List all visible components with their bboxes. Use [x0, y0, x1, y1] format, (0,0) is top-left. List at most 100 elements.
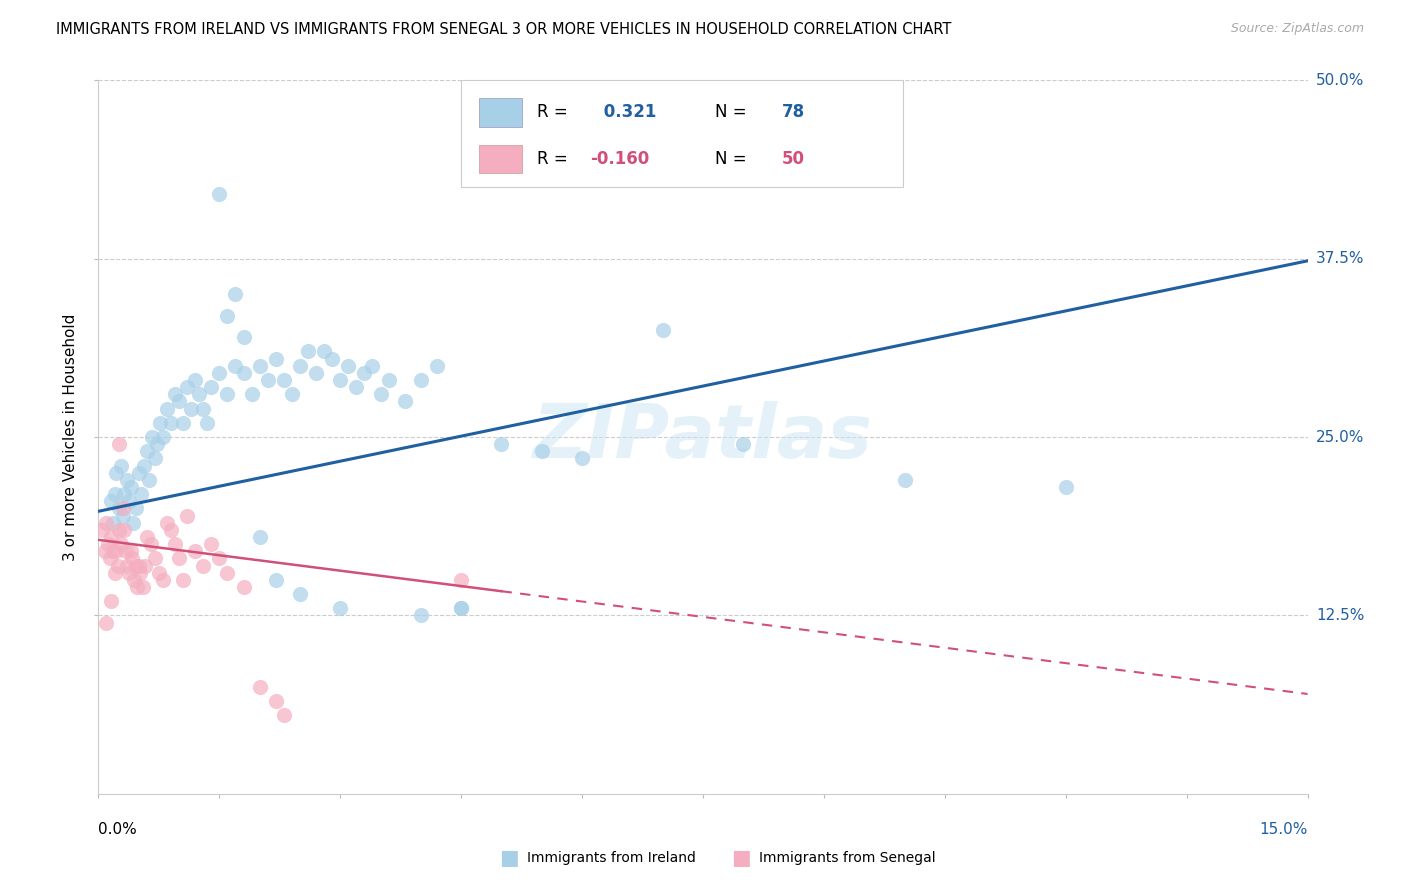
- Point: [156, 516, 179, 530]
- Point: [108, 523, 131, 537]
- Text: 12.5%: 12.5%: [1316, 608, 1364, 623]
- FancyBboxPatch shape: [461, 80, 903, 187]
- Text: IMMIGRANTS FROM IRELAND VS IMMIGRANTS FROM SENEGAL 3 OR MORE VEHICLES IN HOUSEHO: IMMIGRANTS FROM IRELAND VS IMMIGRANTS FR…: [56, 22, 952, 37]
- Text: Immigrants from Senegal: Immigrants from Senegal: [759, 851, 936, 865]
- Point: [105, 544, 128, 558]
- Point: [114, 544, 136, 558]
- Point: [110, 458, 132, 473]
- Point: [353, 366, 375, 380]
- Point: [450, 601, 472, 615]
- FancyBboxPatch shape: [479, 98, 522, 127]
- Point: [240, 387, 263, 401]
- Point: [138, 473, 160, 487]
- Point: [96, 615, 118, 630]
- Point: [152, 430, 174, 444]
- Point: [160, 523, 183, 537]
- Point: [148, 566, 170, 580]
- Point: [103, 487, 125, 501]
- Point: [377, 373, 399, 387]
- Point: [118, 566, 141, 580]
- Point: [273, 708, 295, 723]
- Point: [172, 573, 194, 587]
- Point: [232, 330, 254, 344]
- Point: [100, 594, 122, 608]
- Point: [120, 480, 142, 494]
- Point: [195, 416, 218, 430]
- Y-axis label: 3 or more Vehicles in Household: 3 or more Vehicles in Household: [63, 313, 79, 561]
- Text: -0.160: -0.160: [591, 150, 650, 168]
- Point: [208, 187, 231, 202]
- Point: [329, 601, 352, 615]
- Point: [450, 573, 472, 587]
- Point: [180, 401, 202, 416]
- Point: [200, 380, 222, 394]
- Point: [103, 566, 125, 580]
- Point: [450, 601, 472, 615]
- Point: [184, 544, 207, 558]
- Point: [100, 494, 122, 508]
- Text: 37.5%: 37.5%: [1316, 252, 1364, 266]
- Point: [98, 551, 121, 566]
- Text: 0.321: 0.321: [598, 103, 657, 121]
- Point: [256, 373, 278, 387]
- Text: N =: N =: [716, 150, 752, 168]
- Point: [281, 387, 304, 401]
- Point: [297, 344, 319, 359]
- Point: [107, 437, 129, 451]
- Point: [491, 437, 513, 451]
- Point: [129, 566, 152, 580]
- Point: [217, 566, 239, 580]
- Point: [264, 351, 287, 366]
- Text: ■: ■: [499, 848, 519, 868]
- Point: [172, 416, 194, 430]
- Point: [134, 558, 156, 573]
- Point: [217, 387, 239, 401]
- Point: [143, 551, 166, 566]
- Text: Immigrants from Ireland: Immigrants from Ireland: [527, 851, 696, 865]
- Point: [321, 351, 343, 366]
- Point: [530, 444, 553, 458]
- Point: [112, 523, 135, 537]
- Point: [110, 537, 132, 551]
- Text: 25.0%: 25.0%: [1316, 430, 1364, 444]
- Point: [337, 359, 360, 373]
- Point: [128, 558, 150, 573]
- Point: [426, 359, 449, 373]
- Point: [128, 466, 150, 480]
- Point: [224, 287, 246, 301]
- Point: [118, 494, 141, 508]
- Point: [143, 451, 166, 466]
- Point: [117, 558, 139, 573]
- Point: [163, 537, 186, 551]
- Point: [112, 487, 135, 501]
- Point: [146, 437, 169, 451]
- Text: 50.0%: 50.0%: [1316, 73, 1364, 87]
- FancyBboxPatch shape: [479, 145, 522, 173]
- Point: [101, 516, 124, 530]
- Text: 0.0%: 0.0%: [98, 822, 138, 837]
- Point: [249, 680, 271, 694]
- Point: [1054, 480, 1077, 494]
- Point: [94, 544, 117, 558]
- Point: [329, 373, 352, 387]
- Text: ■: ■: [731, 848, 751, 868]
- Point: [167, 551, 190, 566]
- Point: [141, 430, 163, 444]
- Point: [232, 580, 254, 594]
- Point: [132, 458, 155, 473]
- Text: 78: 78: [782, 103, 804, 121]
- Point: [208, 366, 231, 380]
- Point: [200, 537, 222, 551]
- Point: [107, 558, 129, 573]
- Point: [249, 359, 271, 373]
- Point: [129, 487, 152, 501]
- Point: [733, 437, 755, 451]
- Point: [264, 573, 287, 587]
- Text: R =: R =: [537, 150, 574, 168]
- Point: [273, 373, 295, 387]
- Point: [232, 366, 254, 380]
- Text: ZIPatlas: ZIPatlas: [533, 401, 873, 474]
- Point: [124, 558, 146, 573]
- Text: Source: ZipAtlas.com: Source: ZipAtlas.com: [1230, 22, 1364, 36]
- Point: [224, 359, 246, 373]
